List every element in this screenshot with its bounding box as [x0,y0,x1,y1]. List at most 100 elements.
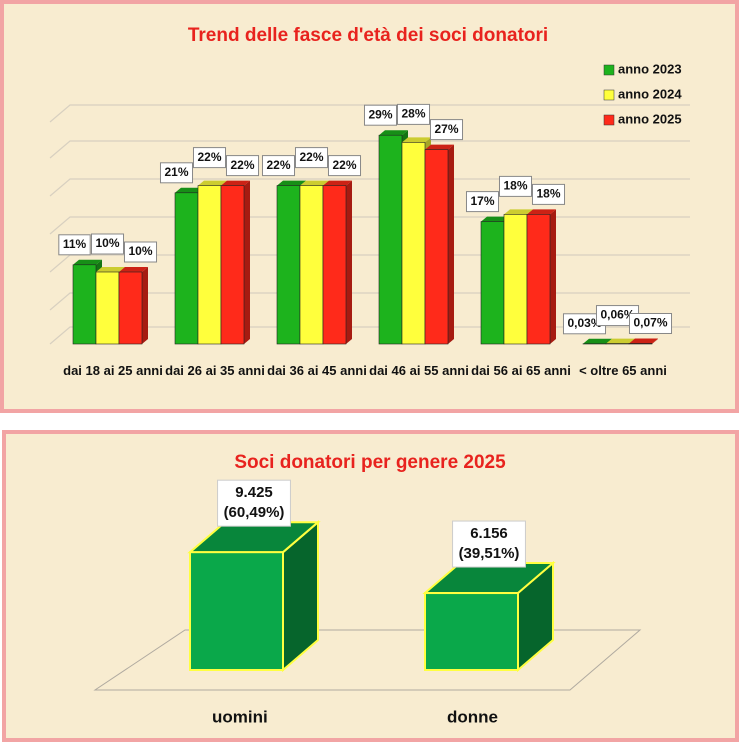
value-label-box [498,175,533,197]
bar [480,221,505,345]
bar-top [606,338,635,344]
bar [401,142,426,345]
legend-label: anno 2025 [618,111,682,126]
legend-swatch [603,64,615,76]
bar [424,592,519,671]
legend-label: anno 2024 [618,86,682,101]
value-label-box [465,191,500,213]
value-label: 17% [470,194,494,208]
x-tick-label: dai 56 ai 65 anni [471,363,571,378]
value-label: 18% [536,187,560,201]
bar [174,192,199,345]
bar-side [550,209,556,344]
bar-top [583,338,612,344]
bar [276,185,301,345]
legend-swatch [603,89,615,101]
x-tick-label: dai 26 ai 35 anni [165,363,265,378]
bar-top [119,267,148,272]
value-label: 22% [299,150,323,164]
legend-swatch [603,114,615,126]
bar-top [504,209,533,215]
bar [628,343,653,345]
bar [503,214,528,345]
bar-top [481,216,510,222]
bar [378,134,403,345]
share-label: (39,51%) [459,545,520,562]
value-label: 22% [197,150,221,164]
bar-top [221,180,250,186]
value-label-box [58,234,91,256]
value-label: 11% [63,237,87,251]
value-label-box [327,155,362,177]
value-label-box [123,241,158,263]
bar-top [323,180,352,186]
bar-top [198,180,227,186]
bar-top [527,209,556,215]
bar-top [73,259,102,265]
chart-title: Soci donatori per genere 2025 [234,452,506,473]
bar [72,264,97,345]
floor [93,629,642,691]
bar [299,185,324,345]
value-label: 18% [503,179,527,193]
value-label: 9.425 [235,484,273,501]
x-tick-label: uomini [212,707,268,726]
chart-title: Trend delle fasce d'età dei soci donator… [188,25,548,46]
value-label: 0,03% [567,316,601,330]
value-label: 0,06% [600,308,634,322]
value-label-box [159,162,194,184]
value-label-box [192,147,227,169]
value-label: 29% [368,107,392,121]
value-label-box [429,119,464,141]
value-label: 6.156 [470,525,508,542]
value-label-box [396,103,431,125]
value-label-box [217,479,291,527]
bar-side [652,338,658,344]
bar-top [402,137,431,143]
bar-top [425,144,454,150]
value-label: 22% [332,158,356,172]
value-label-box [294,147,329,169]
panel [2,430,739,742]
bar [189,551,284,671]
bar-top [277,180,306,186]
bar [118,271,143,345]
share-label: (60,49%) [224,504,285,521]
value-label: 27% [434,122,458,136]
value-label: 22% [230,158,254,172]
bar-side [346,180,352,344]
value-label-box [261,155,296,177]
value-label: 28% [401,107,425,121]
bar-side [244,180,250,344]
value-label-box [452,520,526,568]
value-label: 21% [164,165,188,179]
value-label-box [628,312,673,334]
bar-top [175,187,204,193]
value-label-box [90,233,125,255]
bar [220,185,245,345]
bar-top [379,130,408,136]
bar [95,271,120,345]
x-tick-label: dai 46 ai 55 anni [369,363,469,378]
bar-top [300,180,329,186]
legend-label: anno 2023 [618,61,682,76]
x-tick-label: < oltre 65 anni [579,363,667,378]
value-label: 0,07% [633,316,667,330]
bar-side [142,267,148,344]
value-label: 22% [266,158,290,172]
value-label-box [225,155,260,177]
bar-side [448,144,454,344]
value-label-box [363,104,398,126]
bar [424,149,449,345]
x-tick-label: dai 36 ai 45 anni [267,363,367,378]
bar [197,185,222,345]
bar-top [96,267,125,272]
bar [526,214,551,345]
value-label: 10% [95,236,119,250]
value-label: 10% [128,244,152,258]
x-tick-label: donne [447,707,498,726]
x-tick-label: dai 18 ai 25 anni [63,363,163,378]
value-label-box [531,183,566,205]
